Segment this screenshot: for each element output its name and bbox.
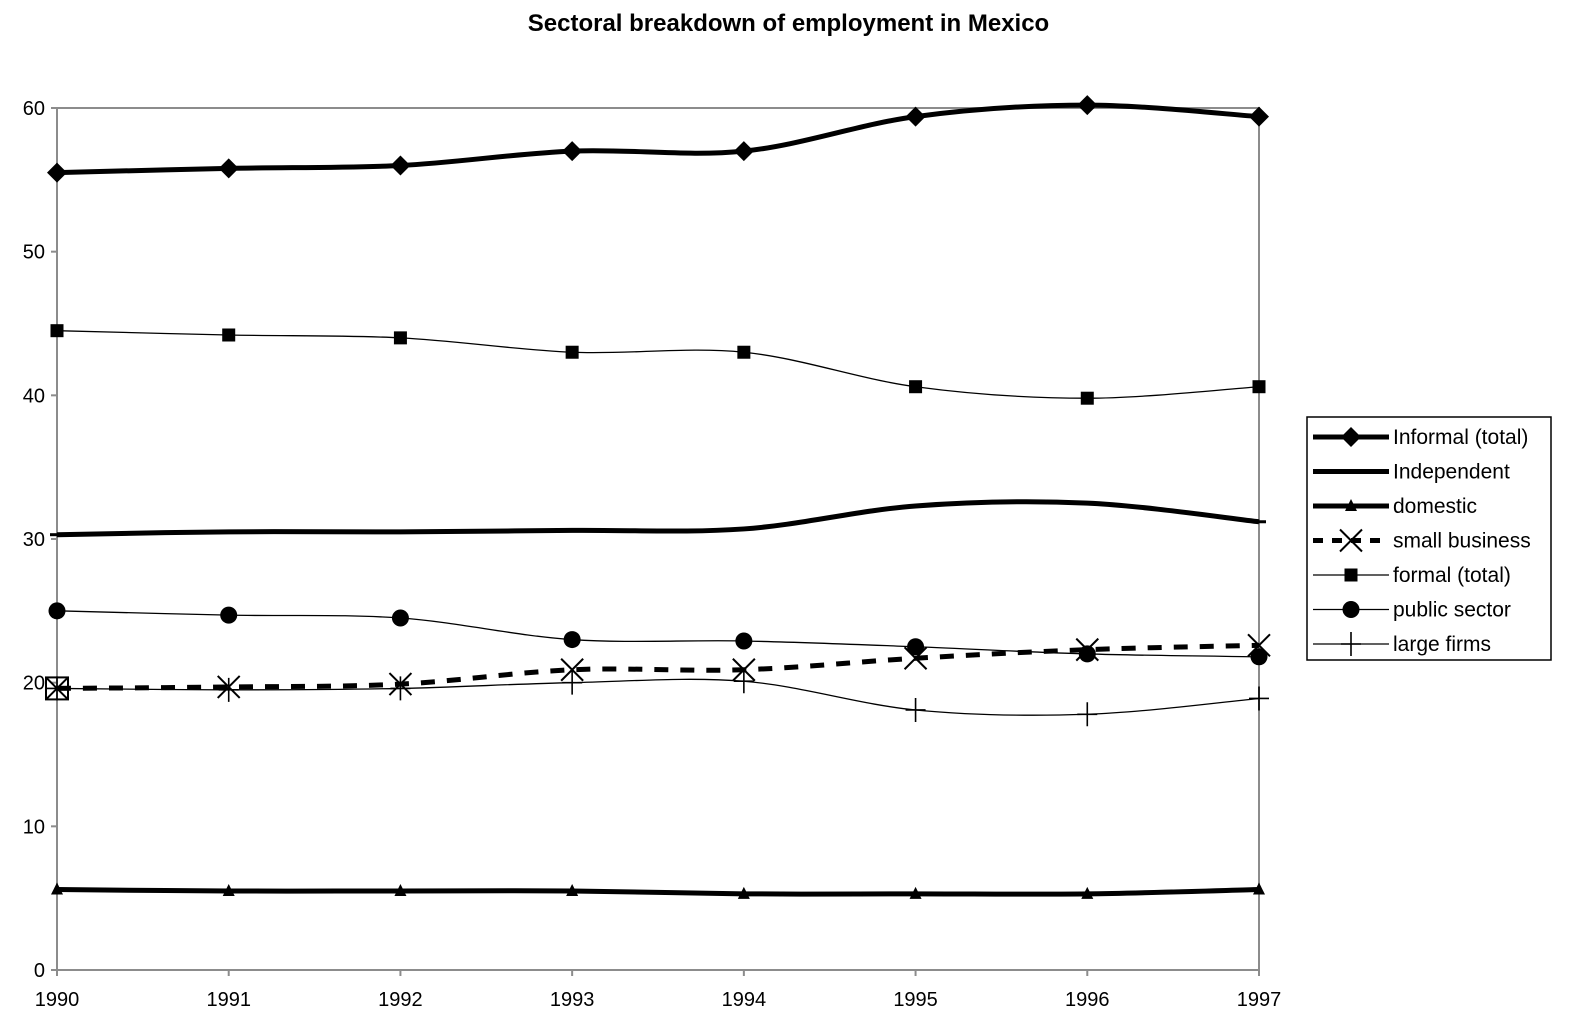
series-line-formal-total bbox=[56, 330, 1260, 399]
data-point-domestic bbox=[1081, 886, 1094, 899]
data-point-domestic bbox=[51, 882, 63, 895]
series-markers bbox=[45, 95, 1271, 899]
data-point-domestic bbox=[1253, 882, 1265, 895]
series-line-public-sector bbox=[56, 610, 1260, 658]
legend: Informal (total) Independent domestic small… bbox=[1306, 416, 1552, 661]
x-tick-label: 1995 bbox=[893, 989, 938, 1011]
y-tick-label: 40 bbox=[23, 385, 45, 407]
data-point-formal-total bbox=[1080, 391, 1094, 405]
data-point-formal-total bbox=[1252, 380, 1266, 394]
data-point-informal-total bbox=[1249, 106, 1269, 127]
data-point-formal-total bbox=[909, 380, 923, 394]
y-tick-label: 30 bbox=[23, 529, 45, 551]
data-point-large-firms bbox=[733, 669, 754, 694]
data-point-public-sector bbox=[48, 602, 66, 620]
data-point-formal-total bbox=[737, 345, 751, 359]
series-lines bbox=[56, 102, 1260, 897]
data-point-formal-total bbox=[565, 345, 579, 359]
series-start-box bbox=[45, 676, 69, 701]
plot-area-frame bbox=[56, 107, 1260, 971]
data-point-public-sector bbox=[907, 638, 925, 656]
legend-marker-public-sector bbox=[1342, 601, 1360, 618]
x-tick-label: 1997 bbox=[1237, 989, 1282, 1011]
data-point-large-firms bbox=[390, 676, 411, 701]
legend-label-independent: Independent bbox=[1393, 461, 1510, 484]
data-point-domestic bbox=[394, 883, 407, 896]
data-point-large-firms bbox=[1249, 686, 1269, 711]
data-point-domestic bbox=[222, 883, 235, 896]
legend-label-informal-total: Informal (total) bbox=[1393, 426, 1528, 449]
data-point-informal-total bbox=[733, 141, 754, 162]
data-point-large-firms bbox=[47, 676, 67, 701]
x-tick-label: 1996 bbox=[1065, 989, 1110, 1011]
y-tick-label: 50 bbox=[23, 242, 45, 264]
data-point-public-sector bbox=[220, 606, 238, 624]
data-point-informal-total bbox=[1077, 95, 1098, 116]
data-point-large-firms bbox=[562, 670, 583, 695]
data-point-public-sector bbox=[735, 632, 753, 650]
series-line-large-firms bbox=[56, 678, 1260, 716]
legend-label-domestic: domestic bbox=[1393, 495, 1477, 518]
series-line-domestic bbox=[56, 887, 1260, 897]
data-point-formal-total bbox=[393, 331, 407, 345]
data-point-formal-total bbox=[50, 324, 64, 338]
data-point-informal-total bbox=[905, 106, 926, 127]
x-tick-label: 1994 bbox=[722, 989, 767, 1011]
data-point-public-sector bbox=[563, 631, 581, 649]
data-point-large-firms bbox=[1077, 702, 1098, 727]
x-tick-label: 1992 bbox=[378, 989, 423, 1011]
legend-marker-informal-total bbox=[1341, 427, 1361, 447]
data-point-large-firms bbox=[905, 697, 926, 722]
legend-label-small-business: small business bbox=[1393, 530, 1531, 553]
x-tick-label: 1991 bbox=[206, 989, 251, 1011]
x-tick-label: 1990 bbox=[35, 989, 80, 1011]
series-line-small-business bbox=[56, 642, 1260, 691]
y-tick-label: 0 bbox=[34, 960, 45, 982]
data-point-informal-total bbox=[47, 162, 67, 183]
legend-label-large-firms: large firms bbox=[1393, 633, 1491, 656]
legend-marker-formal-total bbox=[1344, 568, 1358, 582]
legend-label-formal-total: formal (total) bbox=[1393, 564, 1511, 587]
legend-marker-small-business bbox=[1339, 528, 1363, 553]
data-point-small-business bbox=[560, 658, 584, 682]
data-point-domestic bbox=[737, 886, 750, 899]
data-point-public-sector bbox=[1250, 648, 1268, 666]
legend-marker-domestic bbox=[1345, 499, 1357, 511]
data-point-informal-total bbox=[562, 141, 583, 162]
chart-title: Sectoral breakdown of employment in Mexi… bbox=[527, 10, 1050, 37]
y-tick-label: 20 bbox=[23, 673, 45, 695]
data-point-public-sector bbox=[391, 609, 409, 627]
legend-label-public-sector: public sector bbox=[1393, 599, 1511, 622]
series-line-informal-total bbox=[56, 102, 1260, 176]
data-point-informal-total bbox=[390, 155, 411, 176]
data-point-informal-total bbox=[218, 158, 239, 179]
y-tick-label: 60 bbox=[23, 98, 45, 120]
data-point-formal-total bbox=[222, 328, 236, 342]
data-point-domestic bbox=[909, 886, 922, 899]
legend-marker-large-firms bbox=[1341, 632, 1361, 656]
y-tick-label: 10 bbox=[23, 816, 45, 838]
data-point-domestic bbox=[566, 883, 579, 896]
data-point-large-firms bbox=[218, 677, 239, 702]
data-point-public-sector bbox=[1078, 645, 1096, 663]
x-tick-label: 1993 bbox=[550, 989, 595, 1011]
series-line-independent bbox=[56, 499, 1260, 538]
